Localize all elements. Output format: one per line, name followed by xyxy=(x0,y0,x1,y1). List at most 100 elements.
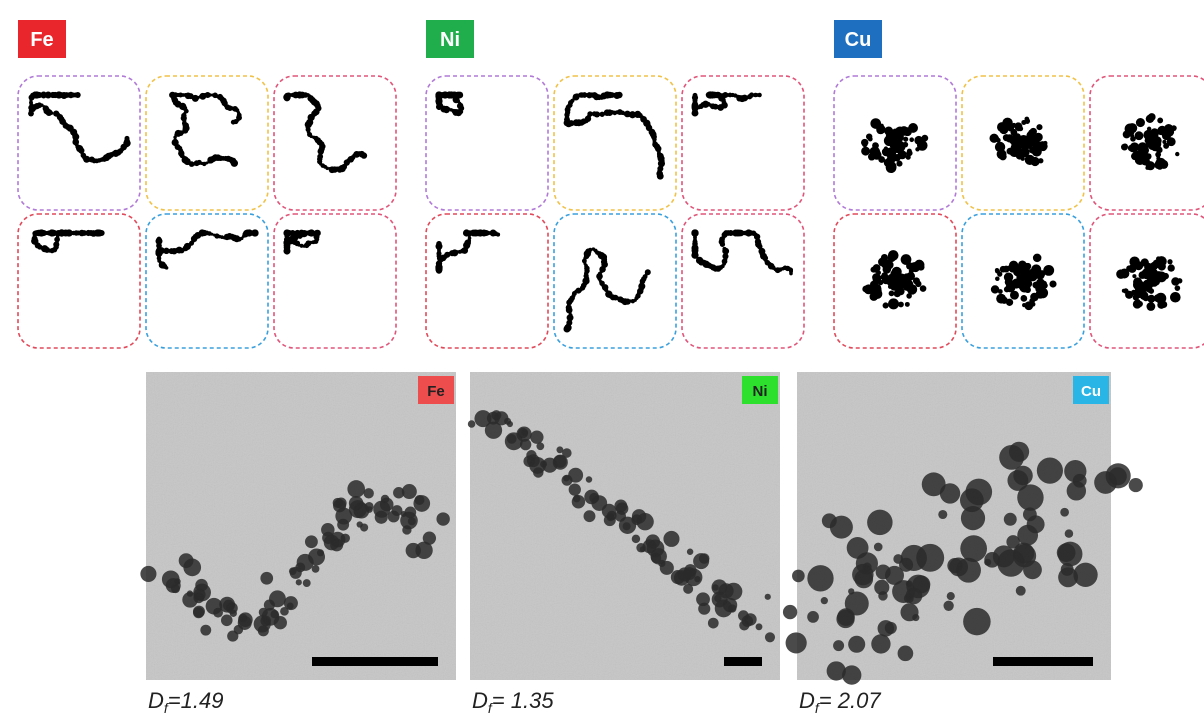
particle xyxy=(1034,133,1043,142)
tem-particle xyxy=(1017,484,1043,510)
tem-particle xyxy=(1073,474,1087,488)
particle xyxy=(995,269,1000,274)
tem-particle xyxy=(786,632,807,653)
particle xyxy=(757,93,761,97)
particle xyxy=(991,285,999,293)
particle xyxy=(999,153,1007,161)
particle xyxy=(889,290,895,296)
tem-particle xyxy=(867,510,892,535)
particle xyxy=(1137,301,1143,307)
fractal-dimension: Df= 1.35 xyxy=(472,688,554,716)
particle xyxy=(861,139,868,146)
tem-particle xyxy=(885,622,897,634)
tem-particle xyxy=(708,618,719,629)
particle xyxy=(1163,143,1169,149)
tem-particle xyxy=(632,535,640,543)
particle xyxy=(1175,285,1181,291)
tem-particle xyxy=(961,506,985,530)
particle xyxy=(914,136,923,145)
tem-particle xyxy=(663,531,679,547)
aggregate xyxy=(283,229,320,254)
particle xyxy=(1141,157,1150,166)
particle xyxy=(1049,280,1056,287)
particle xyxy=(883,302,889,308)
particle xyxy=(999,125,1008,134)
tem-particle xyxy=(413,495,430,512)
particle xyxy=(1135,131,1144,140)
tem-particle xyxy=(1016,586,1026,596)
particle xyxy=(1008,300,1013,305)
particle xyxy=(1170,292,1181,303)
tem-tag: Fe xyxy=(427,383,445,400)
tem-particle xyxy=(874,543,883,552)
tem-particle xyxy=(269,590,286,607)
tem-particle xyxy=(807,565,833,591)
particle xyxy=(1043,141,1047,145)
particle xyxy=(645,269,651,275)
particle xyxy=(861,147,870,156)
particle xyxy=(1025,155,1035,165)
particle xyxy=(1033,254,1042,263)
particle xyxy=(231,120,236,125)
aggregate xyxy=(691,229,793,275)
particle xyxy=(1022,139,1028,145)
tem-particle xyxy=(1073,563,1097,587)
tem-particle xyxy=(193,606,205,618)
particle xyxy=(1121,144,1128,151)
particle xyxy=(1125,291,1133,299)
particle xyxy=(95,229,102,236)
particle xyxy=(436,243,443,250)
tem-particle xyxy=(1060,508,1069,517)
df-symbol: D xyxy=(472,688,488,713)
particle xyxy=(361,152,367,158)
tem-particle xyxy=(284,596,298,610)
tem-particle xyxy=(349,500,367,518)
tem-particle xyxy=(906,575,930,599)
particle xyxy=(876,270,881,275)
particle xyxy=(1175,152,1179,156)
tem-particle xyxy=(604,514,616,526)
tem-particle xyxy=(260,572,273,585)
particle xyxy=(1036,141,1044,149)
particle xyxy=(870,118,881,129)
tem-particle xyxy=(380,498,394,512)
tem-particle xyxy=(874,580,889,595)
element-tag: Fe xyxy=(30,29,53,51)
tem-particle xyxy=(507,421,513,427)
particle xyxy=(1038,270,1045,277)
particle xyxy=(1156,256,1161,261)
particle xyxy=(906,272,915,281)
particle xyxy=(1132,274,1136,278)
particle xyxy=(450,93,453,96)
particle xyxy=(1036,124,1042,130)
particle xyxy=(888,137,896,145)
aggregate xyxy=(155,229,258,269)
particle xyxy=(1009,146,1020,157)
tem-particle xyxy=(166,578,181,593)
scale-bar xyxy=(993,657,1093,666)
tem-particle xyxy=(821,597,828,604)
tem-particle xyxy=(898,646,914,662)
tem-particle xyxy=(347,480,365,498)
particle xyxy=(1143,130,1154,141)
particle xyxy=(1177,278,1182,283)
particle xyxy=(496,233,500,237)
particle xyxy=(285,246,290,251)
particle xyxy=(1003,266,1010,273)
aggregate xyxy=(283,91,367,173)
particle xyxy=(906,293,912,299)
tem-particle xyxy=(572,495,585,508)
tem-particle xyxy=(402,484,417,499)
particle xyxy=(872,142,879,149)
tem-particle xyxy=(520,439,531,450)
element-tag: Ni xyxy=(440,29,460,51)
tem-particle xyxy=(949,557,968,576)
tem-particle xyxy=(317,549,324,556)
tem-particle xyxy=(984,559,991,566)
tem-particle xyxy=(200,625,211,636)
tem-particle xyxy=(693,553,709,569)
particle xyxy=(1016,127,1021,132)
df-value: = 1.35 xyxy=(492,688,555,713)
tem-particle xyxy=(1094,471,1117,494)
tem-particle xyxy=(960,535,987,562)
